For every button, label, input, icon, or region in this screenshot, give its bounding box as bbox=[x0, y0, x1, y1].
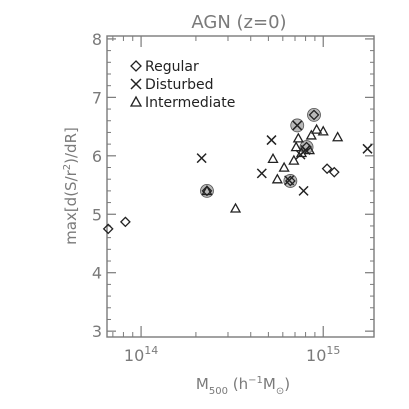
cross-marker bbox=[298, 185, 309, 196]
triangle-marker bbox=[229, 202, 242, 213]
x-tick-label: 1014 bbox=[124, 344, 158, 365]
y-tick-label: 4 bbox=[92, 264, 102, 283]
triangle-marker bbox=[271, 173, 283, 184]
diamond-marker bbox=[308, 109, 320, 121]
diamond-marker bbox=[201, 185, 213, 197]
legend-diamond-marker bbox=[130, 60, 142, 72]
diamond-marker bbox=[102, 223, 114, 235]
y-tick-label: 5 bbox=[92, 205, 102, 224]
chart-title: AGN (z=0) bbox=[191, 12, 286, 33]
triangle-marker bbox=[305, 129, 317, 140]
x-tick-label: 1015 bbox=[306, 344, 340, 365]
x-axis-label: M500 (h−1M⊙) bbox=[196, 375, 290, 397]
y-tick-label: 8 bbox=[92, 30, 102, 49]
plot-frame bbox=[106, 35, 375, 338]
legend-triangle-marker bbox=[129, 95, 143, 107]
triangle-marker bbox=[332, 131, 344, 142]
legend: Regular Disturbed Intermediate bbox=[129, 59, 235, 111]
axis-tick-labels: 3 4 5 6 7 8 1014 1015 bbox=[92, 30, 341, 365]
triangle-marker bbox=[290, 141, 302, 152]
y-tick-label: 6 bbox=[92, 147, 102, 166]
triangle-marker bbox=[292, 132, 304, 143]
y-axis-label: max[d(S/r2)/dR] bbox=[62, 127, 80, 245]
legend-label: Disturbed bbox=[145, 77, 213, 93]
axis-ticks bbox=[107, 36, 374, 337]
triangle-marker bbox=[278, 161, 290, 172]
triangle-marker bbox=[303, 144, 316, 155]
triangle-marker bbox=[288, 154, 300, 165]
y-tick-label: 3 bbox=[92, 322, 102, 341]
triangle-marker bbox=[311, 123, 323, 134]
triangle-marker bbox=[267, 152, 279, 163]
triangle-marker bbox=[295, 147, 308, 158]
y-tick-label: 7 bbox=[92, 88, 102, 107]
legend-cross-marker bbox=[130, 78, 142, 90]
cross-marker bbox=[362, 143, 373, 154]
diamond-marker bbox=[321, 163, 333, 175]
legend-label: Regular bbox=[145, 59, 199, 75]
triangle-marker bbox=[201, 185, 213, 196]
triangle-marker bbox=[317, 125, 329, 136]
cross-marker bbox=[256, 168, 267, 179]
cross-marker bbox=[196, 153, 207, 164]
diamond-marker bbox=[119, 216, 131, 228]
diamond-marker bbox=[328, 166, 340, 178]
highlight-circle bbox=[307, 108, 321, 122]
cross-marker bbox=[284, 175, 295, 186]
legend-label: Intermediate bbox=[145, 95, 235, 111]
cross-marker bbox=[292, 120, 303, 131]
cross-marker bbox=[266, 135, 277, 146]
data-markers bbox=[102, 109, 373, 235]
